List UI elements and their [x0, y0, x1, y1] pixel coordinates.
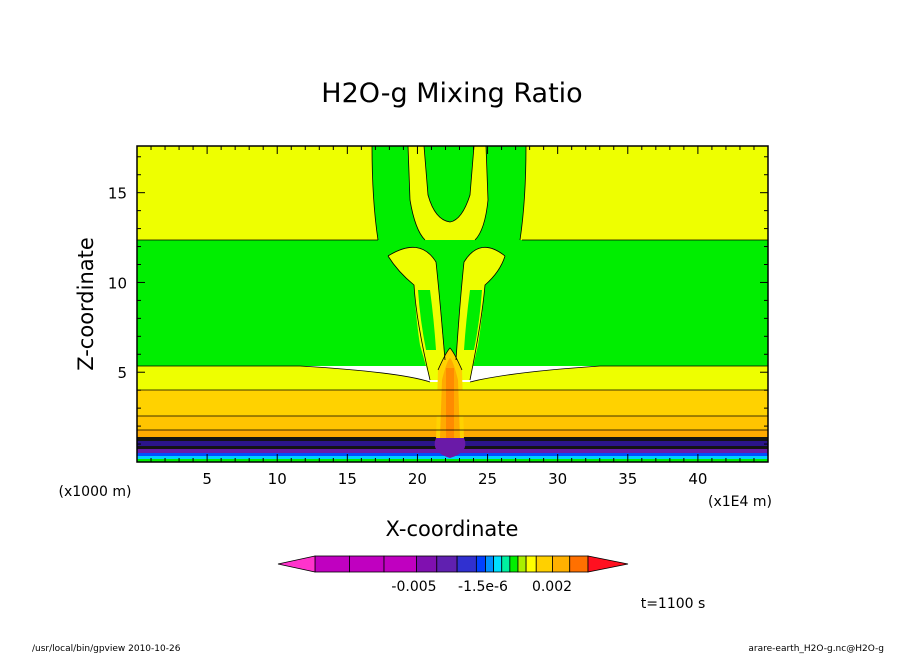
colorbar-tick-label: -0.005 [391, 579, 436, 595]
colorbar-segment [416, 555, 438, 573]
colorbar-segment [552, 555, 571, 573]
footer-left: /usr/local/bin/gpview 2010-10-26 [32, 644, 181, 654]
plot-frame [136, 145, 769, 463]
x-tick-label: 15 [338, 470, 357, 488]
contour-plume-yellow [388, 247, 505, 380]
time-label: t=1100 s [641, 596, 706, 612]
colorbar-segment [475, 555, 486, 573]
colorbar-segment [349, 555, 385, 573]
contour-plume-green-right [475, 146, 526, 240]
contour-plume-green-inner [418, 290, 482, 350]
x-axis-label: X-coordinate [386, 517, 519, 541]
x-tick-label: 25 [478, 470, 497, 488]
y-axis-unit: (x1000 m) [59, 484, 132, 500]
colorbar-segment [314, 555, 350, 573]
x-tick-label: 20 [408, 470, 427, 488]
colorbar-segment [485, 555, 495, 573]
contour-lower-yellow [137, 366, 768, 392]
y-axis-label: Z-coordinate [74, 237, 98, 371]
colorbar [277, 555, 629, 573]
contour-cyan [137, 456, 768, 459]
colorbar-tick-label: 0.002 [532, 579, 572, 595]
y-axis-ticks: 5 10 15 [108, 156, 768, 463]
x-tick-label: 10 [268, 470, 287, 488]
colorbar-segment [383, 555, 417, 573]
contour-column-core [446, 368, 454, 440]
colorbar-segment [436, 555, 458, 573]
colorbar-segment [509, 555, 519, 573]
contour-column-dark [434, 438, 466, 458]
colorbar-segment [493, 555, 503, 573]
colorbar-segment [569, 555, 589, 573]
y-tick-label: 5 [117, 364, 127, 382]
y-tick-label: 10 [108, 274, 127, 292]
plot-area [136, 145, 769, 463]
colorbar-tick-label: -1.5e-6 [458, 579, 508, 595]
contour-green-band [137, 240, 768, 366]
colorbar-segment [501, 555, 511, 573]
contour-plume-green-left [372, 146, 425, 240]
colorbar-high-arrow [587, 555, 629, 573]
x-axis-ticks: 5 10 15 20 25 30 35 40 [136, 146, 769, 488]
colorbar-low-arrow [277, 555, 316, 573]
contour-plume-green-center [424, 146, 474, 222]
footer-right: arare-earth_H2O-g.nc@H2O-g [748, 644, 884, 654]
colorbar-segment [535, 555, 553, 573]
colorbar-segment [517, 555, 527, 573]
colorbar-segment [525, 555, 537, 573]
x-tick-label: 30 [548, 470, 567, 488]
x-tick-label: 35 [618, 470, 637, 488]
x-tick-label: 5 [202, 470, 212, 488]
colorbar-tick-labels: -0.005 -1.5e-6 0.002 [391, 579, 572, 595]
contour-bottom-green [137, 459, 768, 462]
x-axis-unit: (x1E4 m) [708, 494, 772, 510]
chart-title: H2O-g Mixing Ratio [321, 78, 582, 109]
y-tick-label: 15 [108, 185, 127, 203]
colorbar-segment [456, 555, 477, 573]
x-tick-label: 40 [688, 470, 707, 488]
